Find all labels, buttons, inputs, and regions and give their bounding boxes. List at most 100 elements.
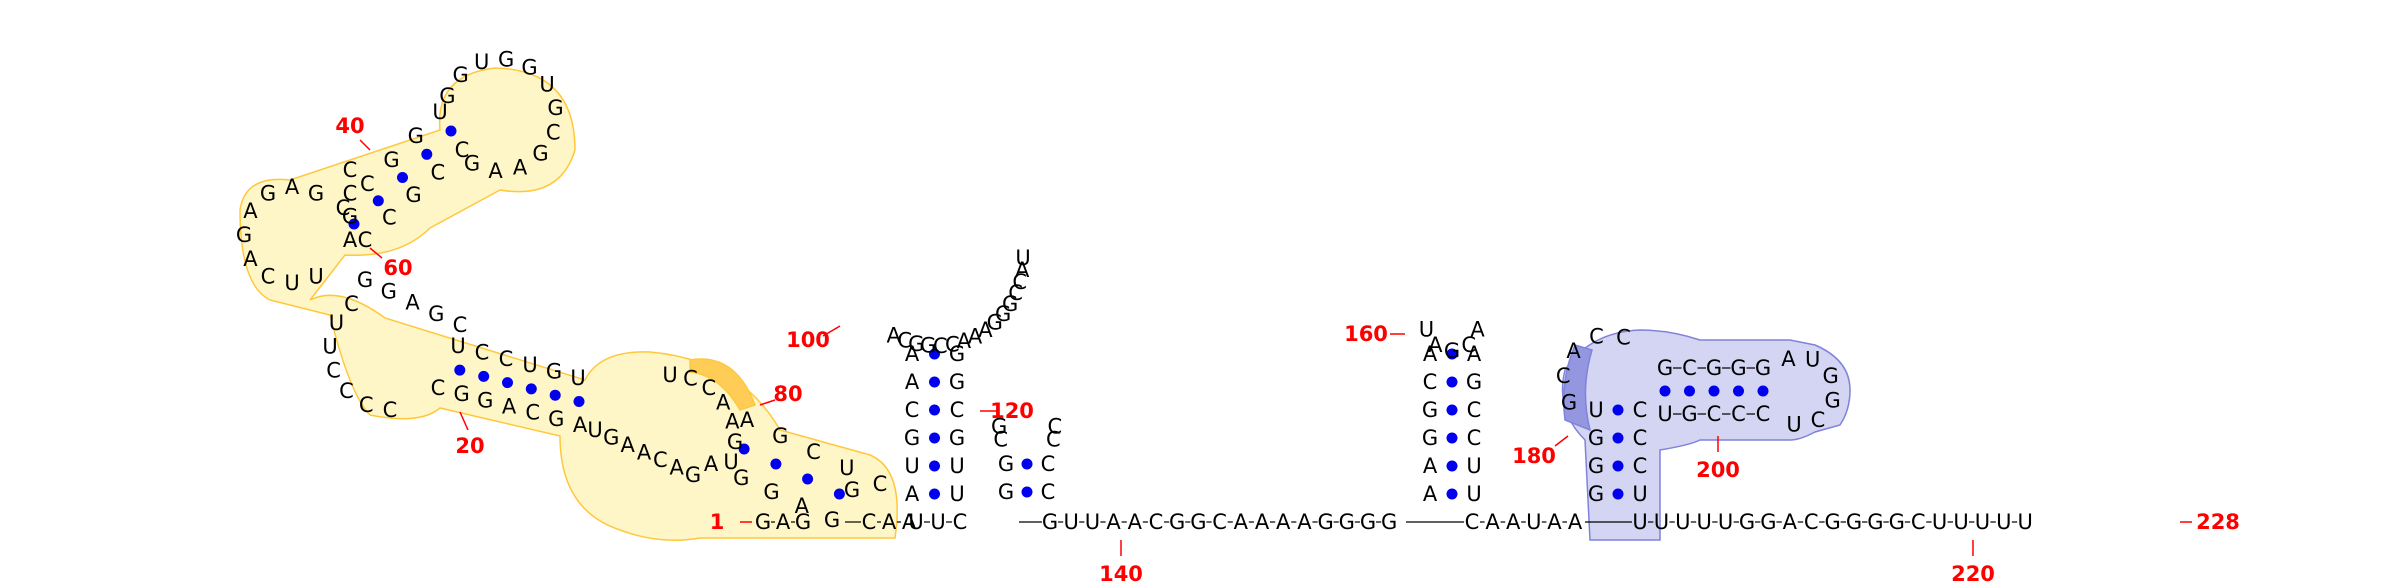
nucleotide: G — [1739, 510, 1755, 534]
nucleotide: G — [1339, 510, 1355, 534]
base-pair-dot — [1021, 486, 1033, 498]
nucleotide: C — [343, 158, 358, 182]
nucleotide: G — [428, 302, 444, 326]
nucleotide: G — [453, 63, 469, 87]
nucleotide: C — [360, 172, 375, 196]
position-tick — [369, 247, 383, 259]
nucleotide: A — [887, 324, 902, 348]
nucleotide: A — [740, 408, 755, 432]
nucleotide: C — [383, 398, 398, 422]
nucleotide: G — [904, 426, 920, 450]
base-pair-dot — [1659, 385, 1671, 397]
position-number: 140 — [1099, 562, 1143, 586]
nucleotide: C — [862, 510, 877, 534]
nucleotide: C — [953, 510, 968, 534]
nucleotide: A — [1781, 347, 1796, 371]
nucleotide: U — [432, 100, 447, 124]
nucleotide: G — [998, 480, 1014, 504]
nucleotide: U — [2018, 510, 2033, 534]
nucleotide: G — [405, 183, 421, 207]
position-number: 200 — [1696, 458, 1740, 482]
nucleotide: U — [1632, 510, 1647, 534]
yellow-domain-highlight — [239, 67, 898, 541]
nucleotide: U — [1588, 398, 1603, 422]
nucleotide: C — [933, 334, 948, 358]
base-pair-dot — [502, 377, 513, 389]
nucleotide: G — [342, 205, 358, 229]
base-pair-dot — [1446, 348, 1458, 360]
nucleotide: U — [1632, 482, 1647, 506]
nucleotide: A — [905, 370, 920, 394]
nucleotide: G — [1657, 356, 1673, 380]
nucleotide: G — [1760, 510, 1776, 534]
nucleotide: G — [547, 96, 563, 120]
nucleotide: A — [1568, 510, 1583, 534]
nucleotide: C — [1212, 510, 1227, 534]
nucleotide: C — [359, 393, 374, 417]
nucleotide: G — [949, 426, 965, 450]
nucleotide: C — [873, 472, 888, 496]
base-pair-dot — [738, 443, 750, 455]
nucleotide: G — [546, 360, 562, 384]
base-pair-dot — [421, 148, 433, 160]
nucleotide: U — [1675, 510, 1690, 534]
base-pair-dot — [1612, 432, 1624, 444]
nucleotide: A — [1566, 339, 1581, 363]
nucleotide: G — [727, 430, 743, 454]
nucleotide: A — [957, 329, 972, 353]
position-tick — [359, 139, 371, 151]
base-pair-dot — [929, 348, 940, 360]
nucleotide: C — [455, 138, 470, 162]
nucleotide: A — [1234, 510, 1249, 534]
nucleotide: A — [621, 433, 636, 457]
nucleotide: A — [343, 228, 358, 252]
base-pair-dot — [1446, 432, 1458, 444]
nucleotide: G — [308, 181, 324, 205]
base-pair-dot — [573, 396, 585, 407]
nucleotide: U — [1654, 510, 1669, 534]
nucleotide: C — [1467, 398, 1482, 422]
base-pair-dot — [929, 460, 940, 472]
nucleotide: A — [243, 199, 258, 223]
nucleotide: A — [502, 395, 517, 419]
nucleotide: G — [1381, 510, 1397, 534]
nucleotide: G — [995, 302, 1011, 326]
nucleotide: A — [1255, 510, 1270, 534]
nucleotide: U — [1975, 510, 1990, 534]
base-pair-dot — [1446, 460, 1458, 472]
nucleotide: A — [285, 175, 300, 199]
nucleotide: G — [260, 181, 276, 205]
nucleotide: A — [968, 324, 983, 348]
position-number: 1 — [710, 510, 725, 534]
nucleotide: G — [1867, 510, 1883, 534]
nucleotide: U — [949, 454, 964, 478]
nucleotide: G — [603, 426, 619, 450]
nucleotide: C — [1682, 356, 1697, 380]
nucleotide: A — [670, 456, 685, 480]
nucleotide: G — [1730, 356, 1746, 380]
position-tick — [759, 399, 776, 406]
nucleotide: C — [1008, 281, 1023, 305]
base-pair-dot — [833, 488, 845, 500]
nucleotide: A — [1467, 342, 1482, 366]
base-pair-dot — [1612, 460, 1624, 472]
nucleotide: G — [1422, 426, 1438, 450]
base-pair-dot — [770, 458, 782, 470]
base-pair-dot — [525, 383, 537, 395]
nucleotide: A — [1423, 342, 1438, 366]
nucleotide: C — [326, 359, 341, 383]
nucleotide: U — [450, 334, 465, 358]
nucleotide: A — [1783, 510, 1798, 534]
nucleotide: C — [382, 206, 397, 230]
nucleotide: C — [1911, 510, 1926, 534]
nucleotide: A — [488, 159, 503, 183]
nucleotide: C — [1041, 452, 1056, 476]
nucleotide: A — [1423, 482, 1438, 506]
yellow-accent-highlight — [689, 358, 756, 411]
nucleotide: C — [683, 366, 698, 390]
nucleotide: C — [1633, 398, 1648, 422]
nucleotide: G — [998, 452, 1014, 476]
nucleotide: G — [1588, 426, 1604, 450]
nucleotide: U — [1466, 454, 1481, 478]
nucleotide: C — [1465, 510, 1480, 534]
